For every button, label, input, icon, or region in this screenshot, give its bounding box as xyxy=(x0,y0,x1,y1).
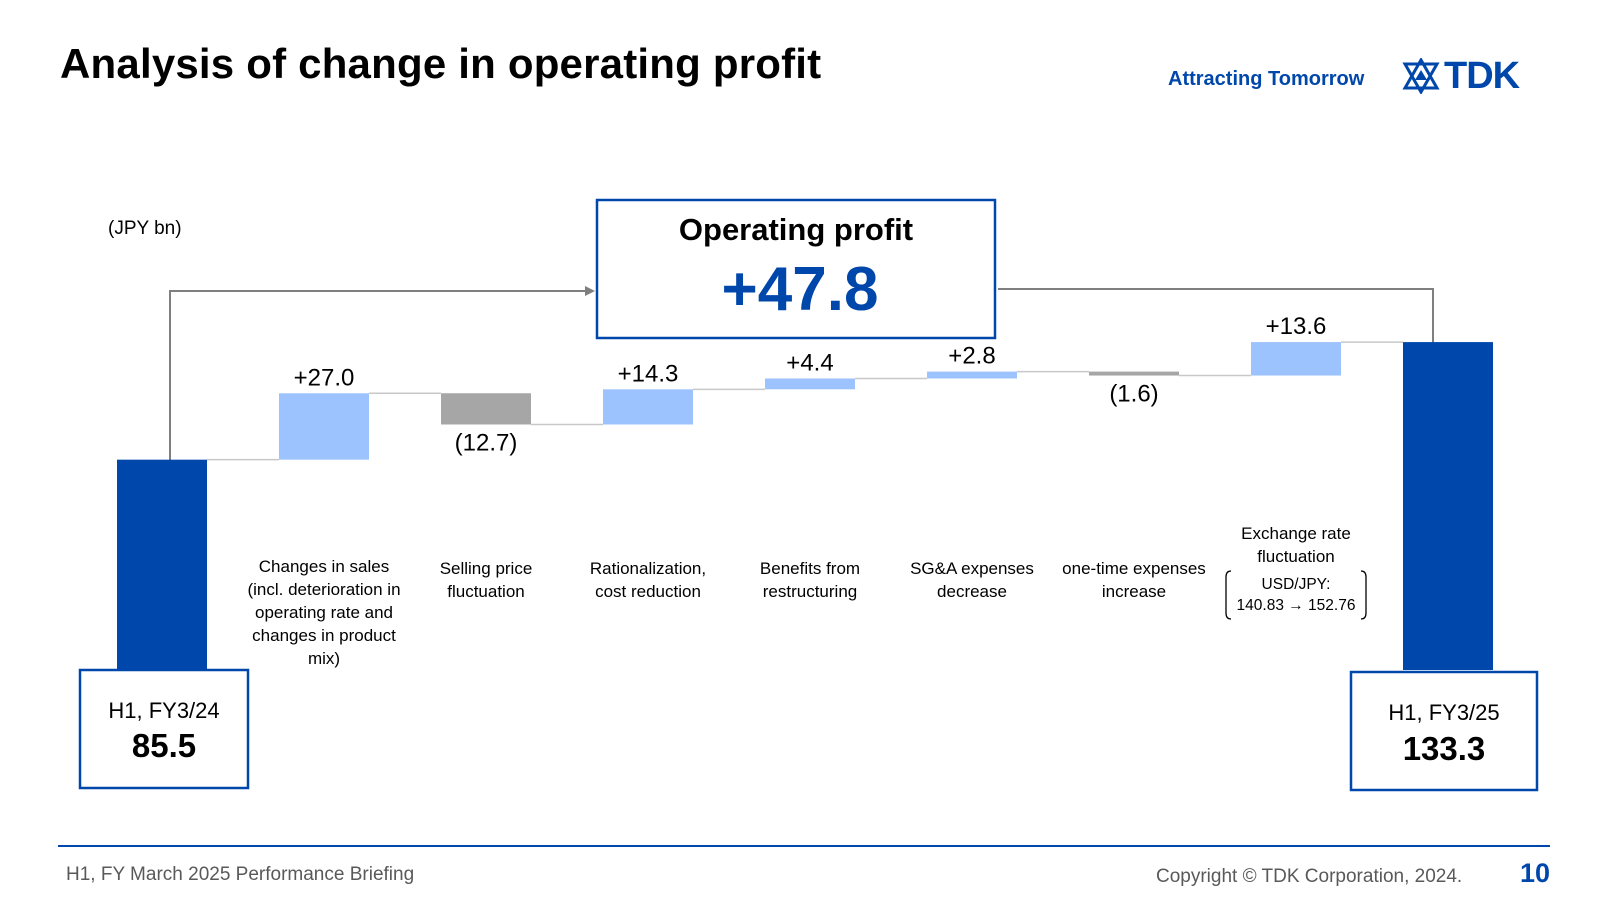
footer-copyright: Copyright © TDK Corporation, 2024. xyxy=(1156,866,1463,887)
category-label: Changes in sales xyxy=(259,557,389,576)
category-label: increase xyxy=(1102,582,1166,601)
bar-step-2 xyxy=(441,393,531,425)
flow-arrow-right xyxy=(998,288,1438,409)
summary-value: +47.8 xyxy=(722,255,879,324)
end-value-box xyxy=(1349,670,1539,792)
logo-wordmark: TDK xyxy=(1444,55,1520,97)
value-label-step-3: +14.3 xyxy=(618,360,679,387)
start-box-label: H1, FY3/24 xyxy=(108,698,219,723)
value-label-step-1: +27.0 xyxy=(294,364,355,391)
category-label: restructuring xyxy=(763,582,857,601)
bar-step-7 xyxy=(1251,342,1341,376)
unit-label: (JPY bn) xyxy=(108,218,182,239)
category-label: Rationalization, xyxy=(590,559,706,578)
bar-step-6 xyxy=(1089,371,1179,376)
footer-title: H1, FY March 2025 Performance Briefing xyxy=(66,864,415,885)
value-label-step-2: (12.7) xyxy=(455,429,518,456)
category-label: Selling price xyxy=(440,559,533,578)
start-box-value: 85.5 xyxy=(132,727,196,764)
brand-tagline: Attracting Tomorrow xyxy=(1168,68,1365,90)
category-label: fluctuation xyxy=(1257,547,1335,566)
value-label-step-4: +4.4 xyxy=(786,349,833,376)
category-label: decrease xyxy=(937,582,1007,601)
bar-step-4 xyxy=(765,378,855,390)
bar-start xyxy=(117,459,207,670)
bar-end xyxy=(1403,342,1493,670)
operating-profit-box xyxy=(595,198,997,340)
value-label-step-6: (1.6) xyxy=(1109,381,1158,408)
category-label: Exchange rate xyxy=(1241,524,1351,543)
category-label: operating rate and xyxy=(255,603,393,622)
category-label: one-time expenses xyxy=(1062,559,1206,578)
company-logo: TDK xyxy=(1402,56,1550,96)
value-label-step-7: +13.6 xyxy=(1266,313,1327,340)
flow-arrow-left xyxy=(169,286,595,540)
summary-label: Operating profit xyxy=(679,212,913,247)
category-label: Benefits from xyxy=(760,559,860,578)
bar-step-5 xyxy=(927,371,1017,379)
page-title: Analysis of change in operating profit xyxy=(60,40,822,87)
category-label: (incl. deterioration in xyxy=(247,580,400,599)
bar-step-3 xyxy=(603,389,693,425)
category-label: SG&A expenses xyxy=(910,559,1034,578)
fx-note-text: 140.83 → 152.76 xyxy=(1237,597,1356,614)
end-box-value: 133.3 xyxy=(1403,730,1486,767)
category-label: fluctuation xyxy=(447,582,525,601)
fx-note-bracket-right xyxy=(1360,570,1367,620)
category-label: cost reduction xyxy=(595,582,701,601)
footer-divider xyxy=(58,845,1550,847)
chart-marks: +27.0 Changes in sales (incl. deterioratio… xyxy=(117,313,1493,670)
fx-note-bracket-left xyxy=(1225,570,1232,620)
page-number: 10 xyxy=(1520,858,1551,888)
start-value-box xyxy=(78,668,250,790)
bar-step-1 xyxy=(279,393,369,460)
fx-note-text: USD/JPY: xyxy=(1262,576,1331,593)
value-label-step-5: +2.8 xyxy=(948,343,995,370)
logo-mark-icon xyxy=(1402,58,1440,94)
end-box-label: H1, FY3/25 xyxy=(1388,700,1499,725)
category-label: changes in product xyxy=(252,626,396,645)
category-label: mix) xyxy=(308,649,340,668)
